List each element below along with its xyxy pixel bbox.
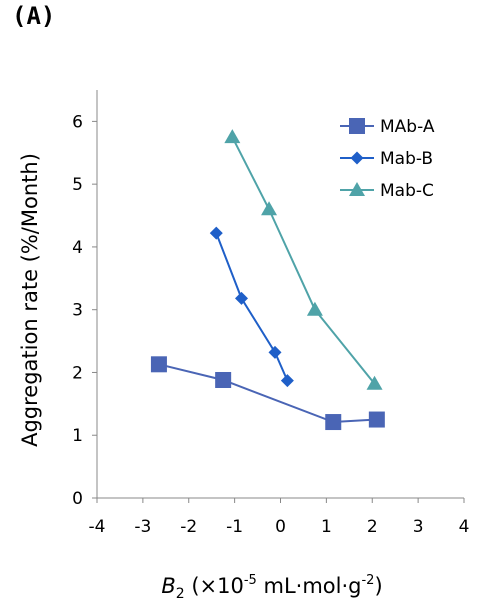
series-mab-a (150, 356, 385, 431)
x-tick-label: -2 (180, 517, 197, 537)
series-mab-b (209, 226, 294, 388)
legend-label: MAb-A (380, 117, 435, 137)
y-tick-label: 3 (72, 301, 83, 321)
x-axis-title-units: mL·mol·g (257, 574, 362, 598)
data-point (215, 371, 232, 388)
data-point (325, 414, 342, 431)
data-point (261, 201, 278, 216)
x-tick-label: 0 (275, 517, 286, 537)
x-tick-label: 3 (413, 517, 424, 537)
legend-label: Mab-C (380, 181, 434, 201)
x-tick-label: 1 (321, 517, 332, 537)
series-line (215, 232, 289, 382)
series-mab-c (224, 129, 383, 390)
legend-marker (349, 182, 365, 196)
series-line (158, 363, 377, 424)
legend-label: Mab-B (380, 149, 433, 169)
data-point (366, 375, 383, 390)
x-tick-label: 4 (459, 517, 470, 537)
data-point (268, 345, 282, 359)
panel-label: (A) (12, 2, 56, 30)
y-tick-label: 5 (72, 175, 83, 195)
x-axis-title-symbol: B (161, 574, 175, 598)
x-axis-title-prefix: (×10 (185, 574, 244, 598)
legend: MAb-A Mab-B Mab-C (340, 117, 435, 201)
legend-marker (349, 118, 365, 134)
data-point (368, 411, 385, 428)
data-point (235, 291, 249, 305)
data-point (224, 129, 241, 144)
x-axis-title-subscript: 2 (176, 586, 185, 602)
x-axis-title-close: ) (374, 574, 382, 598)
axes: 0 1 2 3 4 5 6 -4 -3 -2 -1 0 1 2 3 4 (72, 90, 469, 537)
data-point (280, 374, 294, 388)
x-axis-title-exponent: -5 (244, 573, 257, 588)
x-tick-label: 2 (367, 517, 378, 537)
x-axis-title-exponent-2: -2 (361, 573, 374, 588)
y-tick-label: 0 (72, 489, 83, 509)
data-point (306, 301, 323, 316)
y-tick-label: 6 (72, 112, 83, 132)
x-tick-label: -3 (134, 517, 151, 537)
x-axis-title: B2 (×10-5 mL·mol·g-2) (161, 573, 382, 602)
x-tick-label: -4 (89, 517, 106, 537)
series-layer (150, 129, 385, 431)
legend-marker (350, 151, 364, 165)
data-point (209, 226, 223, 240)
y-tick-label: 1 (72, 426, 83, 446)
x-tick-label: -1 (226, 517, 243, 537)
y-tick-label: 2 (72, 363, 83, 383)
data-point (150, 356, 167, 373)
y-tick-label: 4 (72, 238, 83, 258)
y-axis-title: Aggregation rate (%/Month) (18, 153, 42, 447)
series-line (231, 136, 376, 385)
